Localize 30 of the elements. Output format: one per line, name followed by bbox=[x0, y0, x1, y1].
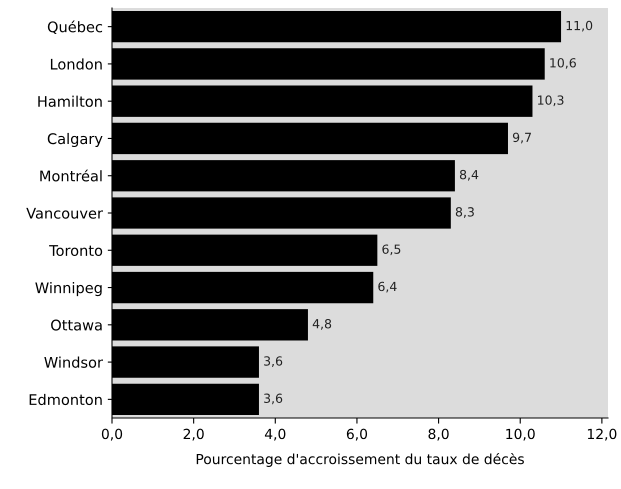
data-label: 10,6 bbox=[550, 58, 576, 69]
y-tick-label: London bbox=[50, 58, 102, 70]
y-tick-label: Vancouver bbox=[26, 208, 103, 219]
x-tick-label: 8,0 bbox=[428, 428, 449, 441]
x-tick-label: 0,0 bbox=[102, 428, 122, 441]
y-tick-label: Hamilton bbox=[38, 96, 102, 107]
data-label: 6,4 bbox=[378, 282, 397, 292]
data-label: 10,3 bbox=[538, 95, 564, 106]
x-tick-label: 12,0 bbox=[588, 428, 616, 441]
data-label: 11,0 bbox=[566, 20, 592, 32]
y-tick-label: Montréal bbox=[40, 170, 102, 182]
y-tick-label: Ottawa bbox=[51, 320, 102, 331]
data-label: 6,5 bbox=[382, 244, 400, 256]
y-tick-label: Winnipeg bbox=[35, 282, 102, 296]
y-tick-label: Calgary bbox=[48, 132, 103, 148]
y-tick-label: Toronto bbox=[49, 245, 102, 256]
data-label: 8,3 bbox=[456, 207, 474, 218]
data-label: 9,7 bbox=[512, 132, 531, 144]
x-tick-label: 2,0 bbox=[184, 428, 204, 441]
y-tick-label: Windsor bbox=[44, 356, 103, 368]
data-label: 3,6 bbox=[264, 394, 282, 404]
data-label: 3,6 bbox=[264, 356, 282, 367]
x-axis-title: Pourcentage d'accroissement du taux de décès bbox=[196, 452, 524, 467]
x-tick-label: 10,0 bbox=[506, 428, 535, 441]
data-label: 8,4 bbox=[460, 170, 478, 181]
x-tick-label: 6,0 bbox=[346, 428, 368, 441]
data-label: 4,8 bbox=[312, 318, 332, 330]
y-tick-label: Edmonton bbox=[30, 394, 102, 406]
y-tick-label: Québec bbox=[48, 20, 102, 34]
x-tick-label: 4,0 bbox=[264, 428, 286, 441]
